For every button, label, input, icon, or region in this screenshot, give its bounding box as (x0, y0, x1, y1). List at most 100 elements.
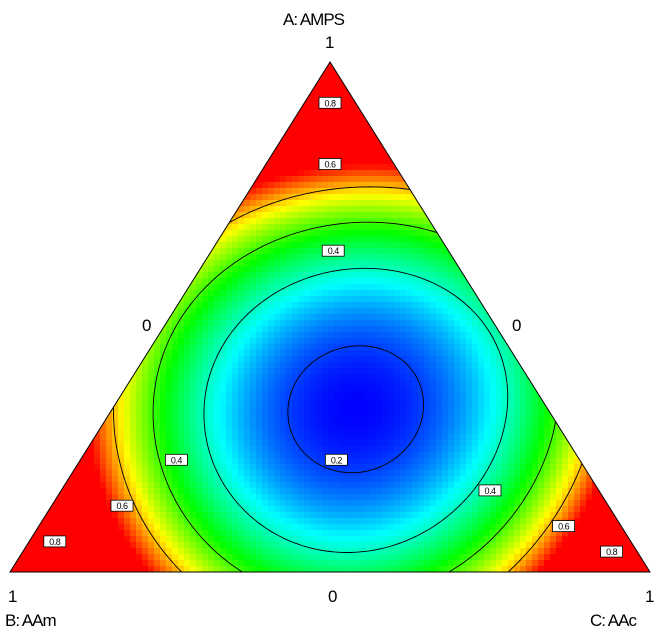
heatmap-cell (136, 344, 143, 351)
heatmap-cell (256, 188, 263, 195)
heatmap-cell (304, 344, 311, 351)
heatmap-cell (334, 464, 341, 471)
heatmap-cell (292, 344, 299, 351)
heatmap-cell (424, 350, 431, 357)
heatmap-cell (526, 560, 533, 567)
heatmap-cell (586, 494, 593, 501)
heatmap-cell (238, 392, 245, 399)
heatmap-cell (604, 518, 611, 525)
heatmap-cell (82, 542, 89, 549)
heatmap-cell (466, 254, 473, 261)
heatmap-cell (490, 326, 497, 333)
heatmap-cell (46, 518, 53, 525)
heatmap-cell (274, 260, 281, 267)
heatmap-cell (352, 374, 359, 381)
heatmap-cell (592, 530, 599, 537)
heatmap-cell (466, 302, 473, 309)
heatmap-cell (304, 476, 311, 483)
heatmap-cell (154, 446, 161, 453)
heatmap-cell (256, 440, 263, 447)
heatmap-cell (94, 434, 101, 441)
heatmap-cell (52, 500, 59, 507)
heatmap-cell (634, 554, 641, 561)
heatmap-cell (274, 548, 281, 555)
heatmap-cell (430, 470, 437, 477)
heatmap-cell (184, 494, 191, 501)
heatmap-cell (454, 338, 461, 345)
heatmap-cell (520, 518, 527, 525)
heatmap-cell (358, 374, 365, 381)
heatmap-cell (286, 560, 293, 567)
heatmap-cell (250, 440, 257, 447)
heatmap-cell (376, 368, 383, 375)
heatmap-cell (430, 494, 437, 501)
heatmap-cell (370, 236, 377, 243)
heatmap-cell (184, 464, 191, 471)
heatmap-cell (262, 530, 269, 537)
heatmap-cell (322, 362, 329, 369)
heatmap-cell (502, 308, 509, 315)
heatmap-cell (454, 548, 461, 555)
heatmap-cell (430, 296, 437, 303)
heatmap-cell (568, 512, 575, 519)
heatmap-cell (220, 212, 227, 219)
heatmap-cell (280, 338, 287, 345)
heatmap-cell (232, 374, 239, 381)
heatmap-cell (418, 332, 425, 339)
heatmap-cell (544, 398, 551, 405)
heatmap-cell (436, 494, 443, 501)
heatmap-cell (304, 386, 311, 393)
heatmap-cell (454, 488, 461, 495)
heatmap-cell (448, 332, 455, 339)
heatmap-cell (298, 554, 305, 561)
heatmap-cell (148, 518, 155, 525)
heatmap-cell (382, 386, 389, 393)
heatmap-cell (556, 446, 563, 453)
heatmap-cell (352, 266, 359, 273)
heatmap-cell (442, 230, 449, 237)
heatmap-cell (196, 464, 203, 471)
heatmap-cell (262, 332, 269, 339)
heatmap-cell (310, 206, 317, 213)
heatmap-cell (190, 350, 197, 357)
heatmap-cell (190, 392, 197, 399)
heatmap-cell (382, 212, 389, 219)
heatmap-cell (160, 488, 167, 495)
heatmap-cell (532, 554, 539, 561)
heatmap-cell (586, 482, 593, 489)
heatmap-cell (268, 206, 275, 213)
heatmap-cell (538, 410, 545, 417)
heatmap-cell (352, 242, 359, 249)
heatmap-cell (394, 146, 401, 153)
heatmap-cell (406, 380, 413, 387)
heatmap-cell (382, 248, 389, 255)
heatmap-cell (280, 380, 287, 387)
heatmap-cell (76, 554, 83, 561)
heatmap-cell (478, 314, 485, 321)
heatmap-cell (424, 200, 431, 207)
heatmap-cell (64, 452, 71, 459)
heatmap-cell (418, 488, 425, 495)
heatmap-cell (496, 458, 503, 465)
heatmap-cell (340, 170, 347, 177)
heatmap-cell (172, 296, 179, 303)
heatmap-cell (406, 338, 413, 345)
heatmap-cell (238, 452, 245, 459)
heatmap-cell (250, 212, 257, 219)
heatmap-cell (448, 380, 455, 387)
heatmap-cell (244, 296, 251, 303)
heatmap-cell (250, 434, 257, 441)
heatmap-cell (136, 470, 143, 477)
heatmap-cell (52, 482, 59, 489)
heatmap-cell (574, 536, 581, 543)
heatmap-cell (472, 338, 479, 345)
heatmap-cell (286, 530, 293, 537)
heatmap-cell (406, 308, 413, 315)
heatmap-cell (382, 500, 389, 507)
heatmap-cell (328, 134, 335, 141)
heatmap-cell (154, 512, 161, 519)
heatmap-cell (352, 512, 359, 519)
heatmap-cell (382, 554, 389, 561)
heatmap-cell (394, 326, 401, 333)
heatmap-cell (370, 440, 377, 447)
